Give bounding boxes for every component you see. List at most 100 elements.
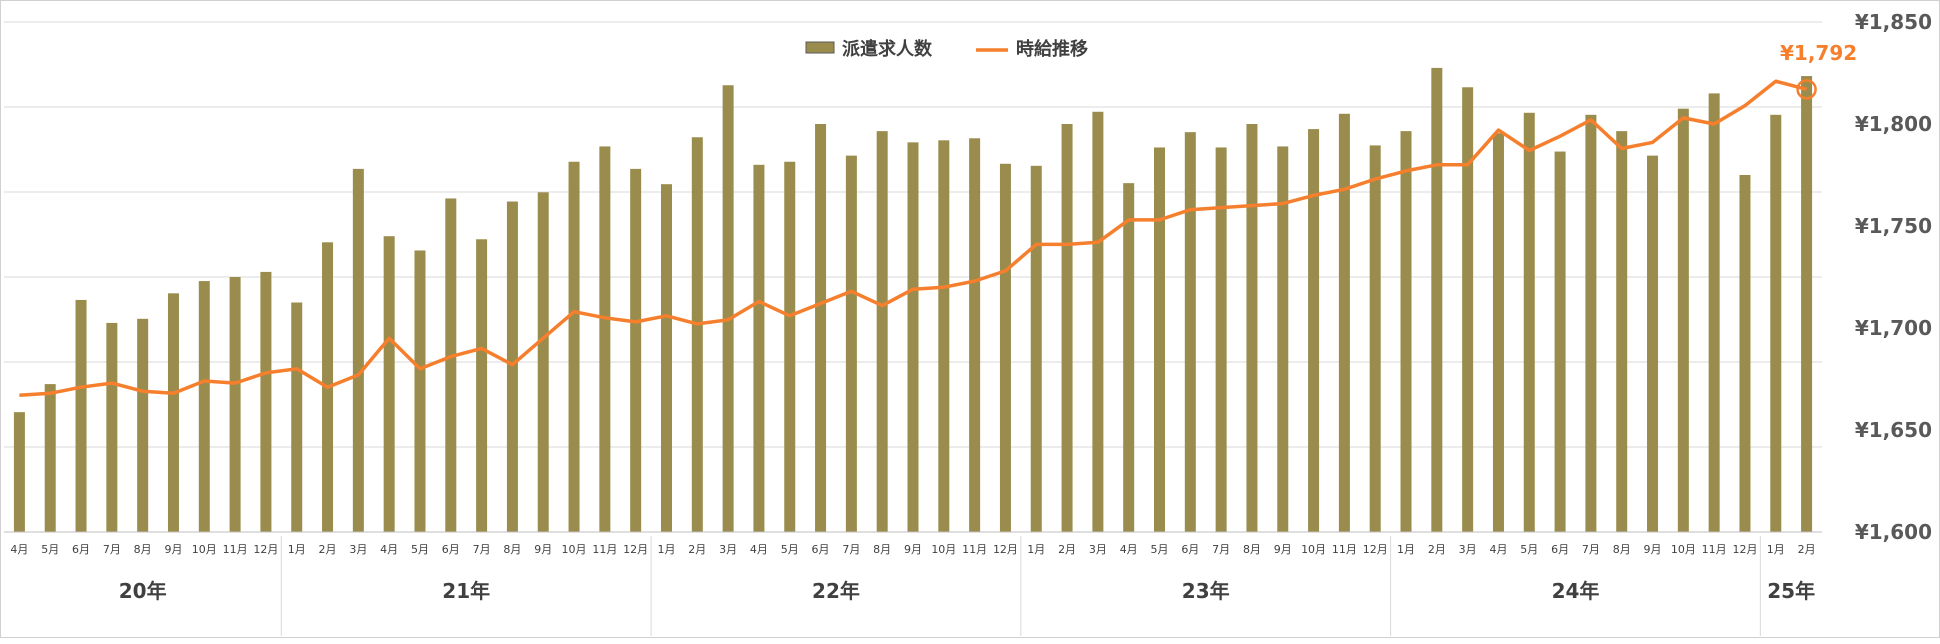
bar: [1123, 183, 1135, 532]
bar: [1554, 151, 1566, 533]
bar: [599, 146, 611, 532]
bar: [352, 168, 364, 532]
bar: [1708, 93, 1720, 533]
x-tick-label: 1月: [1027, 543, 1045, 556]
x-tick-label: 12月: [993, 543, 1018, 556]
bar: [291, 302, 303, 532]
bar: [1801, 76, 1813, 532]
bar: [198, 281, 210, 532]
bar: [383, 236, 395, 532]
x-tick-label: 12月: [623, 543, 648, 556]
x-tick-label: 3月: [1089, 543, 1107, 556]
bar: [753, 164, 765, 533]
year-label: 22年: [812, 579, 860, 603]
x-tick-label: 4月: [1489, 543, 1507, 556]
axes: ¥1,850 ¥1,800 ¥1,750 ¥1,700 ¥1,650 ¥1,600 4月 5月…: [4, 10, 1932, 636]
bar: [75, 299, 87, 532]
x-tick-label: 8月: [1243, 543, 1261, 556]
x-tick-label: 2月: [1428, 543, 1446, 556]
x-tick-label: 6月: [442, 543, 460, 556]
x-tick-label: 3月: [349, 543, 367, 556]
x-tick-label: 1月: [657, 543, 675, 556]
x-tick-label: 12月: [1732, 543, 1757, 556]
bar: [1215, 147, 1227, 532]
x-tick-label: 6月: [72, 543, 90, 556]
bar: [229, 277, 241, 532]
bar: [260, 271, 272, 532]
x-tick-label: 1月: [1767, 543, 1785, 556]
bar: [1523, 112, 1535, 532]
x-tick-label: 11月: [1702, 543, 1727, 556]
bar: [1184, 132, 1196, 532]
x-tick-label: 2月: [688, 543, 706, 556]
x-tick-label: 3月: [1459, 543, 1477, 556]
x-tick-label: 11月: [962, 543, 987, 556]
bar: [167, 293, 179, 532]
x-tick-label: 5月: [1151, 543, 1169, 556]
x-tick-label: 6月: [812, 543, 830, 556]
bar: [691, 137, 703, 532]
x-tick-label: 11月: [223, 543, 248, 556]
bar: [1770, 114, 1782, 532]
x-tick-label: 1月: [1397, 543, 1415, 556]
x-tick-label: 12月: [253, 543, 278, 556]
x-tick-label: 4月: [750, 543, 768, 556]
x-tick-label: 11月: [592, 543, 617, 556]
bar: [1400, 131, 1412, 532]
x-tick-label: 9月: [164, 543, 182, 556]
bar: [660, 184, 672, 532]
y-tick-label: ¥1,600: [1855, 520, 1932, 544]
legend: 派遣求人数 時給推移: [805, 38, 1088, 60]
year-label: 20年: [119, 579, 167, 603]
y-tick-label: ¥1,750: [1855, 214, 1932, 238]
line-path: [19, 79, 1808, 398]
bar: [1277, 146, 1289, 532]
x-tick-label: 12月: [1363, 543, 1388, 556]
bar: [476, 239, 488, 532]
bar: [784, 161, 796, 533]
bar: [568, 161, 580, 533]
year-label: 25年: [1767, 579, 1815, 603]
bar: [414, 250, 426, 533]
x-tick-label: 7月: [1212, 543, 1230, 556]
x-tick-label: 11月: [1332, 543, 1357, 556]
x-tick-label: 2月: [1058, 543, 1076, 556]
year-label: 24年: [1552, 579, 1600, 603]
year-label: 21年: [442, 579, 490, 603]
bar: [1647, 155, 1659, 532]
bar: [938, 140, 950, 532]
x-tick-label: 7月: [1582, 543, 1600, 556]
bar: [1154, 147, 1166, 532]
x-tick-label: 10月: [1301, 543, 1326, 556]
bar: [1369, 145, 1381, 533]
line-series: [19, 79, 1817, 398]
x-tick-label: 1月: [288, 543, 306, 556]
x-tick-label: 7月: [842, 543, 860, 556]
x-tick-label: 10月: [931, 543, 956, 556]
x-tick-label: 7月: [473, 543, 491, 556]
y-tick-label: ¥1,700: [1855, 316, 1932, 340]
x-tick-label: 4月: [1120, 543, 1138, 556]
x-tick-label: 10月: [562, 543, 587, 556]
x-tick-label: 8月: [873, 543, 891, 556]
legend-line-label: 時給推移: [1016, 38, 1088, 60]
bar-series: [13, 67, 1813, 533]
bar: [1677, 108, 1689, 532]
bar: [969, 138, 981, 532]
x-tick-label: 5月: [1520, 543, 1538, 556]
y-tick-label: ¥1,650: [1855, 418, 1932, 442]
bar: [1616, 131, 1628, 532]
x-tick-label: 8月: [503, 543, 521, 556]
x-tick-label: 2月: [319, 543, 337, 556]
x-tick-label: 8月: [134, 543, 152, 556]
x-tick-label: 7月: [103, 543, 121, 556]
x-tick-label: 10月: [1671, 543, 1696, 556]
bar: [1308, 129, 1320, 532]
bar: [815, 124, 827, 532]
bar: [506, 201, 518, 532]
bar: [44, 384, 56, 532]
x-tick-label: 5月: [41, 543, 59, 556]
bar: [1338, 113, 1350, 533]
